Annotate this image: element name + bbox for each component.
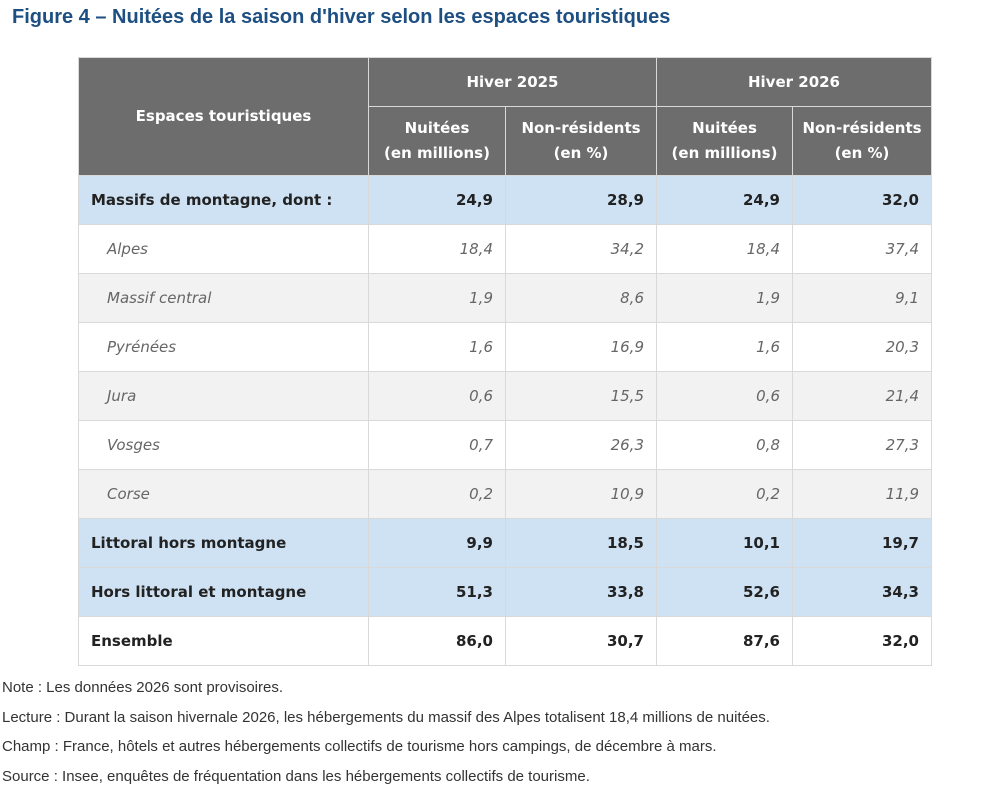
- cell-value: 0,8: [657, 421, 793, 470]
- row-label: Alpes: [79, 225, 369, 274]
- note-line: Source : Insee, enquêtes de fréquentatio…: [2, 762, 770, 791]
- cell-value: 11,9: [793, 470, 932, 519]
- cell-value: 0,6: [657, 372, 793, 421]
- cell-value: 18,5: [506, 519, 657, 568]
- cell-value: 0,7: [369, 421, 506, 470]
- cell-value: 33,8: [506, 568, 657, 617]
- cell-value: 24,9: [369, 176, 506, 225]
- group-header: Hiver 2026: [657, 58, 932, 107]
- cell-value: 87,6: [657, 617, 793, 666]
- cell-value: 16,9: [506, 323, 657, 372]
- cell-value: 37,4: [793, 225, 932, 274]
- cell-value: 0,2: [369, 470, 506, 519]
- row-label: Vosges: [79, 421, 369, 470]
- cell-value: 1,9: [657, 274, 793, 323]
- row-label: Littoral hors montagne: [79, 519, 369, 568]
- cell-value: 34,2: [506, 225, 657, 274]
- group-header: Hiver 2025: [369, 58, 657, 107]
- cell-value: 32,0: [793, 617, 932, 666]
- row-label: Jura: [79, 372, 369, 421]
- notes: Note : Les données 2026 sont provisoires…: [2, 673, 770, 791]
- cell-value: 26,3: [506, 421, 657, 470]
- note-line: Lecture : Durant la saison hivernale 202…: [2, 703, 770, 733]
- cell-value: 34,3: [793, 568, 932, 617]
- cell-value: 10,9: [506, 470, 657, 519]
- cell-value: 0,2: [657, 470, 793, 519]
- cell-value: 9,1: [793, 274, 932, 323]
- cell-value: 24,9: [657, 176, 793, 225]
- cell-value: 9,9: [369, 519, 506, 568]
- cell-value: 21,4: [793, 372, 932, 421]
- row-label: Hors littoral et montagne: [79, 568, 369, 617]
- cell-value: 30,7: [506, 617, 657, 666]
- row-label: Corse: [79, 470, 369, 519]
- data-table: Espaces touristiques Hiver 2025 Hiver 20…: [78, 57, 932, 666]
- row-label: Pyrénées: [79, 323, 369, 372]
- cell-value: 28,9: [506, 176, 657, 225]
- cell-value: 20,3: [793, 323, 932, 372]
- cell-value: 18,4: [369, 225, 506, 274]
- note-line: Champ : France, hôtels et autres héberge…: [2, 732, 770, 762]
- column-header: Nuitées (en millions): [369, 107, 506, 176]
- column-header: Non-résidents (en %): [793, 107, 932, 176]
- cell-value: 18,4: [657, 225, 793, 274]
- cell-value: 15,5: [506, 372, 657, 421]
- cell-value: 1,6: [369, 323, 506, 372]
- cell-value: 8,6: [506, 274, 657, 323]
- cell-value: 32,0: [793, 176, 932, 225]
- row-label: Massifs de montagne, dont :: [79, 176, 369, 225]
- cell-value: 86,0: [369, 617, 506, 666]
- cell-value: 27,3: [793, 421, 932, 470]
- column-header: Non-résidents (en %): [506, 107, 657, 176]
- note-line: Note : Les données 2026 sont provisoires…: [2, 673, 770, 703]
- row-label: Massif central: [79, 274, 369, 323]
- cell-value: 51,3: [369, 568, 506, 617]
- column-header: Nuitées (en millions): [657, 107, 793, 176]
- cell-value: 10,1: [657, 519, 793, 568]
- header-label: Espaces touristiques: [79, 58, 369, 176]
- cell-value: 0,6: [369, 372, 506, 421]
- figure-title: Figure 4 – Nuitées de la saison d'hiver …: [12, 6, 670, 29]
- cell-value: 52,6: [657, 568, 793, 617]
- cell-value: 1,9: [369, 274, 506, 323]
- cell-value: 19,7: [793, 519, 932, 568]
- cell-value: 1,6: [657, 323, 793, 372]
- row-label: Ensemble: [79, 617, 369, 666]
